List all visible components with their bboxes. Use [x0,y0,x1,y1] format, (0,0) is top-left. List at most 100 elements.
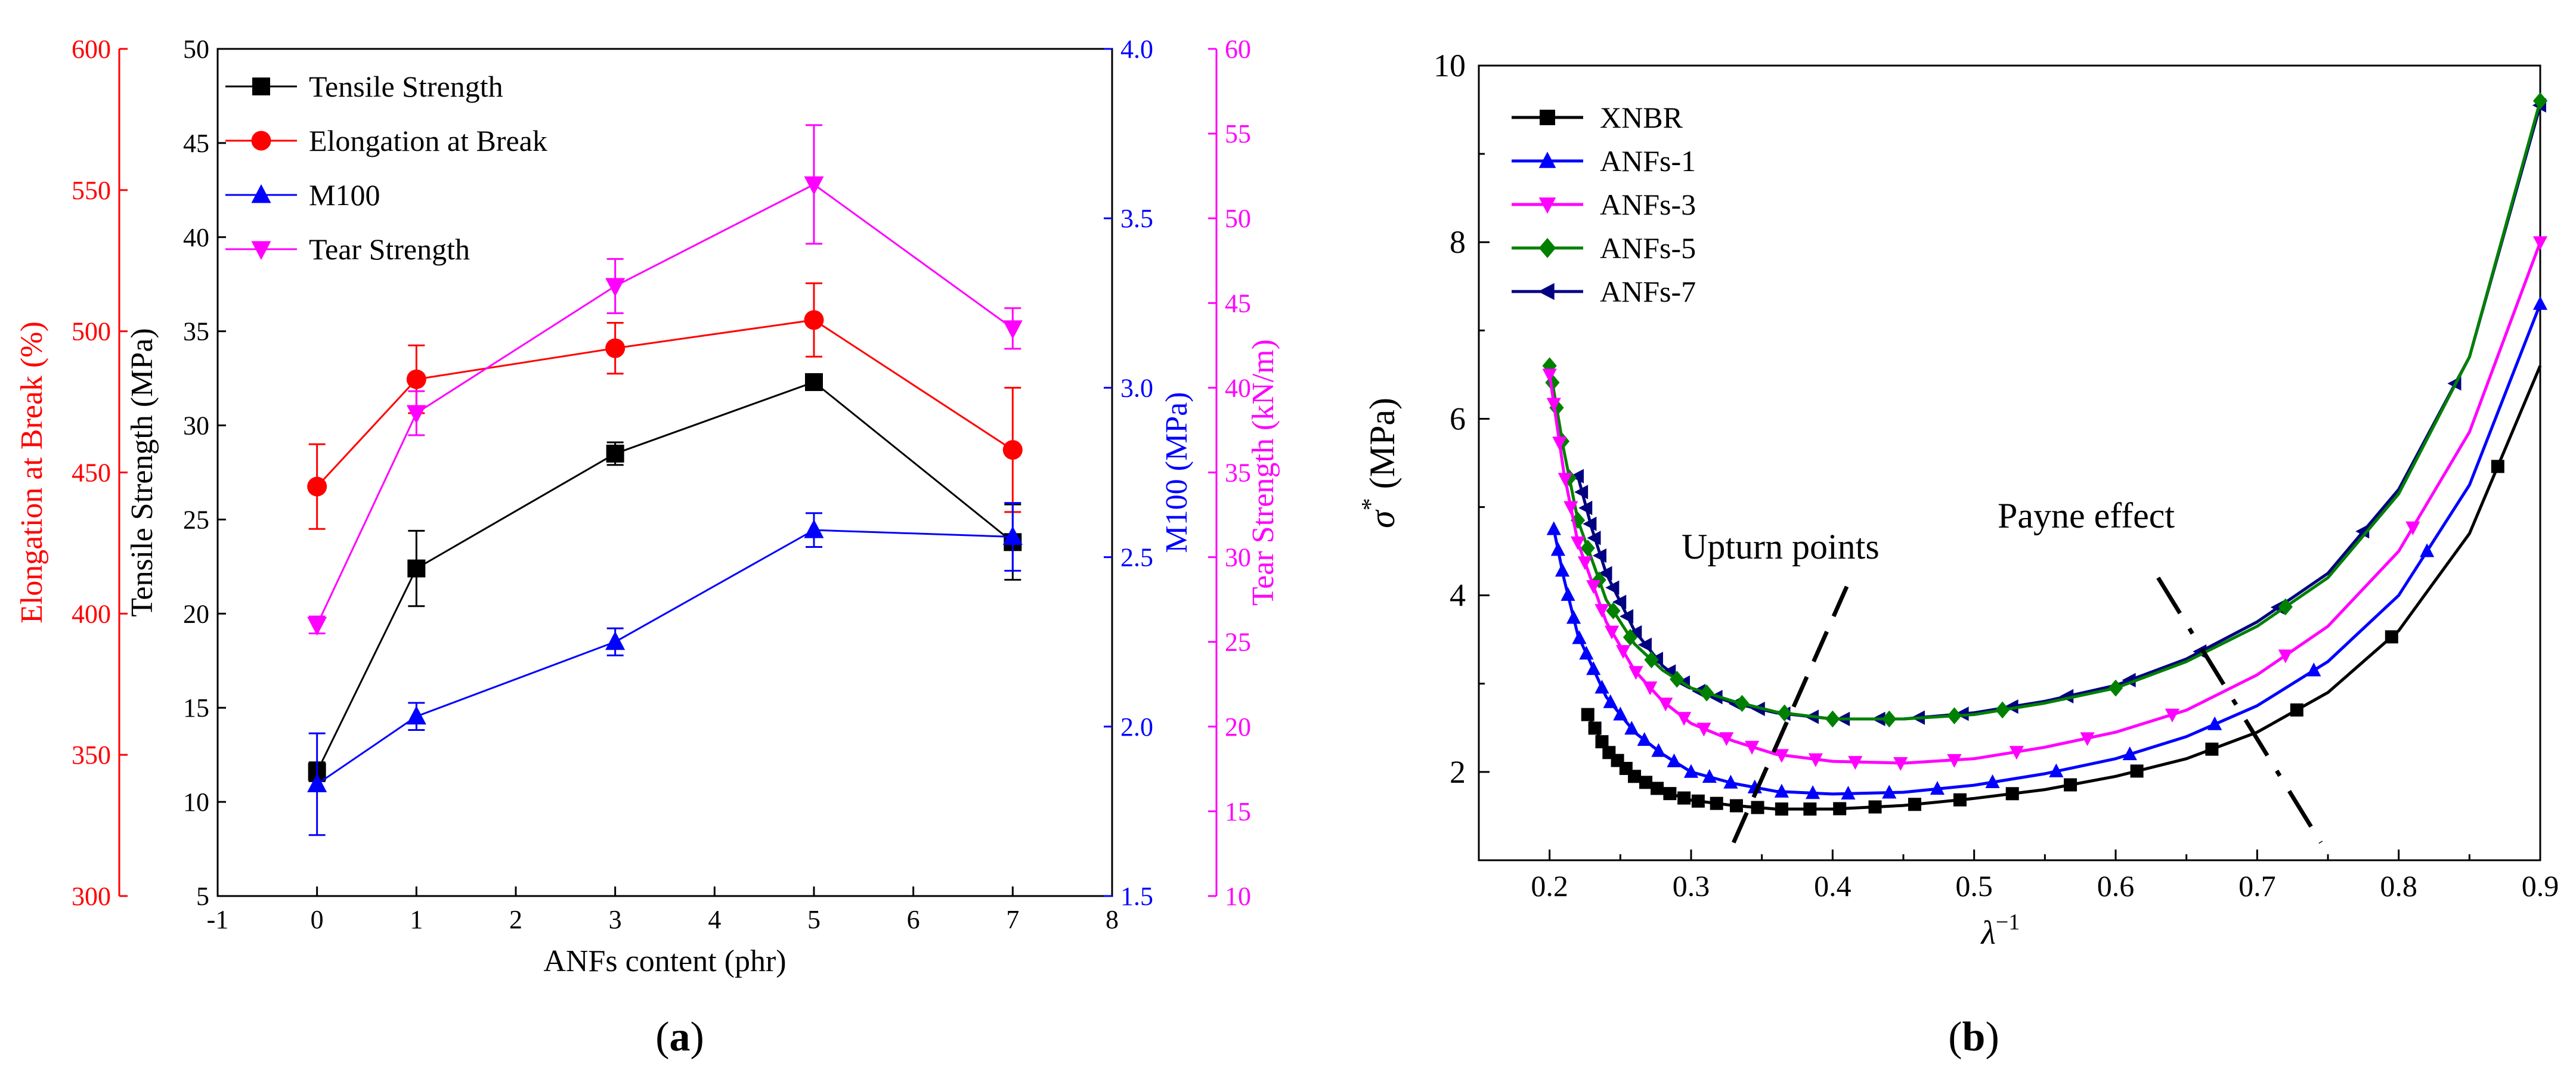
y-tick-label: 25 [1225,628,1251,657]
data-point [1603,694,1618,708]
y-tick-label: 15 [1225,797,1251,826]
data-point [1595,735,1609,749]
y-tick-label: 1.5 [1120,882,1153,911]
data-point [804,310,824,330]
x-axis: -1 0 1 2 3 4 5 6 7 8 [207,886,1119,934]
legend-marker [1538,151,1556,168]
data-point [1572,630,1587,644]
data-point [1620,609,1634,624]
panel-label-b: (b) [1948,1014,1999,1060]
x-tick-label: 8 [1106,905,1119,934]
y-tick-label: 35 [183,317,209,346]
y-tick-label: 10 [1225,882,1251,911]
data-point [1637,731,1652,746]
x-tick-label: -1 [207,905,229,934]
data-point [2532,296,2548,310]
data-point [1563,501,1578,515]
y-axis-right-inner: 1.5 2.0 2.5 3.0 3.5 4.0 M100 (MPa) [1104,35,1194,911]
data-point [1550,542,1566,556]
data-point [1825,710,1840,728]
plot-frame [1478,64,2541,861]
data-point [1841,786,1856,800]
data-point [406,405,426,424]
data-point [2290,703,2303,717]
data-point [2278,649,2293,664]
data-point [1552,436,1567,451]
legend-marker [251,184,271,203]
data-point [1803,802,1817,816]
data-point [2405,521,2420,535]
series-line [1548,100,2542,721]
y-tick-label: 30 [1225,543,1251,572]
data-point [2108,679,2123,697]
data-point [1002,526,1023,545]
panel-a: -1 0 1 2 3 4 5 6 7 8 ANFs content (phr) 300 350 400 45… [15,35,1280,1060]
x-tick-label: 0.2 [1531,869,1568,903]
y-axis-right-outer: 10 15 20 25 30 35 40 45 50 55 60 Tear Strength (kN/… [1208,35,1280,911]
data-point [1628,666,1643,680]
data-point [2385,630,2398,644]
annotations: Upturn points Payne effect [1682,496,2323,844]
data-point [407,559,426,578]
data-point [2049,763,2064,777]
legend-marker [252,78,270,95]
data-point [2491,460,2504,473]
y-tick-label: 600 [72,35,111,64]
data-point [2532,236,2548,250]
x-tick-label: 0.4 [1814,869,1852,903]
y-tick-label: 450 [72,458,111,488]
legend-marker [1538,238,1556,258]
y-tick-label: 550 [72,176,111,205]
series-line [1576,104,2542,721]
y-axis-title-sup: * [1357,498,1385,510]
data-point [1710,796,1723,810]
data-point [1995,701,2010,719]
data-point [1586,580,1601,594]
data-point [1580,540,1595,557]
y-tick-label: 5 [196,882,209,911]
y-tick-label: 2.5 [1120,543,1153,572]
data-point [1774,749,1789,763]
data-point [1002,440,1023,460]
data-point [1808,753,1823,767]
data-point [2205,742,2219,756]
x-axis-title: λ−1 [1980,910,2020,951]
y-tick-label: 45 [1225,289,1251,318]
y-tick-label: 50 [1225,204,1251,233]
data-point [1947,707,1962,724]
x-tick-label: 6 [907,905,920,934]
y-tick-label: 8 [1450,224,1466,260]
data-point [2080,732,2095,746]
data-point [1588,721,1602,735]
data-point [1723,774,1738,789]
data-point [406,705,426,725]
x-tick-label: 0 [311,905,324,934]
data-point [1577,556,1593,571]
data-point [1955,706,1969,721]
y-tick-label: 500 [72,317,111,346]
data-point [1882,710,1897,728]
x-axis-title: ANFs content (phr) [543,944,786,978]
data-point [1574,485,1589,500]
data-point [1691,794,1705,808]
legend-label: XNBR [1600,101,1683,134]
x-tick-label: 0.6 [2097,869,2135,903]
y-tick-label: 4.0 [1120,35,1153,64]
data-point [2122,672,2136,687]
data-point [1612,594,1627,609]
data-point [804,176,824,196]
data-point [1882,785,1897,799]
data-point [1002,320,1023,339]
data-point [2009,746,2024,760]
data-point [1606,602,1621,619]
data-point [1628,770,1642,783]
data-point [605,338,626,358]
y-tick-label: 2 [1450,754,1466,790]
y-tick-label: 40 [1225,373,1251,402]
data-point [1744,740,1760,755]
legend-marker [251,241,271,260]
data-point [1930,781,1945,795]
data-point [406,369,426,389]
data-point [2278,598,2293,616]
data-point [1806,785,1820,799]
